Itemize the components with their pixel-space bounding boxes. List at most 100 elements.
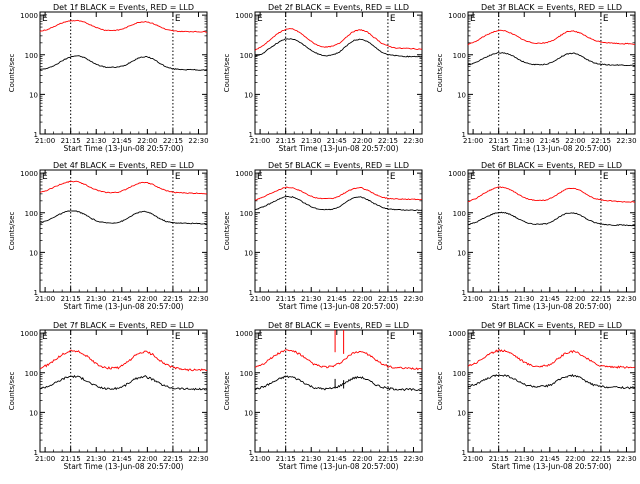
- y-tick-label: 1: [249, 449, 253, 457]
- y-tick-label: 1000: [235, 330, 253, 338]
- event-marker-label: E: [603, 14, 609, 24]
- x-tick-label: 22:00: [565, 295, 585, 303]
- y-tick-label: 1: [249, 131, 253, 139]
- y-axis-label: Counts/sec: [436, 212, 444, 251]
- x-axis-label: Start Time (13-Jun-08 20:57:00): [279, 144, 399, 153]
- lld-series-line: [254, 349, 423, 371]
- x-tick-label: 22:15: [378, 455, 398, 463]
- x-tick-label: 22:00: [352, 137, 372, 145]
- panel-det-8: Det 8f BLACK = Events, RED = LLD 1 10 100 10…: [223, 321, 424, 471]
- lld-series-line: [467, 29, 636, 46]
- x-tick-label: 21:15: [276, 455, 296, 463]
- x-tick-label: 21:45: [327, 295, 347, 303]
- x-tick-label: 22:30: [616, 137, 636, 145]
- x-tick-label: 21:15: [489, 137, 509, 145]
- events-series-line: [254, 38, 423, 58]
- y-axis-label: Counts/sec: [223, 372, 231, 411]
- x-tick-label: 21:30: [514, 455, 534, 463]
- events-series-line: [39, 374, 208, 391]
- x-tick-label: 22:30: [188, 137, 208, 145]
- x-tick-label: 22:15: [163, 295, 183, 303]
- x-tick-label: 21:45: [540, 295, 560, 303]
- panel-det-3: Det 3f BLACK = Events, RED = LLD 1 10 100 10…: [436, 3, 637, 153]
- lld-series-line: [39, 349, 208, 372]
- y-axis-label: Counts/sec: [436, 54, 444, 93]
- event-marker-label: E: [42, 172, 48, 182]
- y-tick-label: 10: [457, 409, 466, 417]
- chart-title: Det 6f BLACK = Events, RED = LLD: [481, 161, 622, 170]
- x-tick-label: 22:15: [591, 455, 611, 463]
- panel-det-7: Det 7f BLACK = Events, RED = LLD 1 10 100 10…: [8, 321, 209, 471]
- event-marker-label: E: [175, 14, 181, 24]
- y-axis-label: Counts/sec: [436, 372, 444, 411]
- plot-frame: [254, 169, 423, 293]
- y-tick-label: 1: [462, 131, 466, 139]
- y-tick-label: 10: [244, 409, 253, 417]
- x-tick-label: 22:00: [565, 137, 585, 145]
- x-axis-label: Start Time (13-Jun-08 20:57:00): [492, 302, 612, 311]
- x-axis-label: Start Time (13-Jun-08 20:57:00): [492, 144, 612, 153]
- x-tick-label: 22:00: [137, 137, 157, 145]
- x-tick-label: 21:30: [301, 455, 321, 463]
- x-tick-label: 22:15: [163, 137, 183, 145]
- y-tick-label: 10: [457, 91, 466, 99]
- event-marker-label: E: [470, 332, 476, 342]
- y-tick-label: 1: [462, 289, 466, 297]
- x-tick-label: 21:00: [463, 455, 483, 463]
- x-tick-label: 21:00: [35, 137, 55, 145]
- y-tick-label: 1: [34, 449, 38, 457]
- y-tick-label: 1000: [448, 330, 466, 338]
- x-tick-label: 21:15: [61, 137, 81, 145]
- lld-series-line: [467, 349, 636, 369]
- x-tick-label: 21:45: [540, 455, 560, 463]
- event-marker-label: E: [42, 332, 48, 342]
- events-series-line: [255, 196, 423, 212]
- x-axis-label: Start Time (13-Jun-08 20:57:00): [64, 462, 184, 471]
- x-tick-label: 22:15: [378, 295, 398, 303]
- chart-title: Det 1f BLACK = Events, RED = LLD: [53, 3, 194, 12]
- plot-frame: [467, 169, 636, 293]
- lld-series-line: [39, 180, 207, 195]
- y-tick-label: 1000: [20, 330, 38, 338]
- event-marker-label: E: [175, 332, 181, 342]
- y-tick-label: 1000: [20, 170, 38, 178]
- x-tick-label: 21:00: [463, 137, 483, 145]
- lld-series-line: [468, 186, 636, 203]
- chart-title: Det 9f BLACK = Events, RED = LLD: [481, 321, 622, 330]
- x-tick-label: 22:30: [403, 455, 423, 463]
- plot-frame: [254, 11, 423, 135]
- event-marker-label: E: [390, 14, 396, 24]
- x-tick-label: 21:30: [514, 137, 534, 145]
- event-marker-label: E: [257, 332, 263, 342]
- x-tick-label: 21:00: [250, 295, 270, 303]
- x-tick-label: 21:15: [61, 295, 81, 303]
- chart-title: Det 5f BLACK = Events, RED = LLD: [268, 161, 409, 170]
- events-series-line: [467, 52, 636, 67]
- x-tick-label: 21:00: [250, 137, 270, 145]
- y-axis-label: Counts/sec: [8, 372, 16, 411]
- y-tick-label: 100: [453, 52, 466, 60]
- y-tick-label: 1000: [20, 12, 38, 20]
- y-tick-label: 10: [29, 91, 38, 99]
- y-tick-label: 10: [244, 249, 253, 257]
- x-tick-label: 22:15: [591, 137, 611, 145]
- event-marker-label: E: [42, 14, 48, 24]
- x-tick-label: 22:00: [352, 455, 372, 463]
- x-tick-label: 22:00: [137, 295, 157, 303]
- event-marker-label: E: [470, 14, 476, 24]
- y-tick-label: 1000: [448, 170, 466, 178]
- events-series-line: [254, 375, 423, 392]
- x-tick-label: 21:15: [489, 295, 509, 303]
- y-tick-label: 100: [453, 370, 466, 378]
- x-tick-label: 22:30: [403, 295, 423, 303]
- x-axis-label: Start Time (13-Jun-08 20:57:00): [64, 302, 184, 311]
- panel-det-9: Det 9f BLACK = Events, RED = LLD 1 10 100 10…: [436, 321, 637, 471]
- x-tick-label: 21:15: [489, 455, 509, 463]
- plot-frame: [254, 329, 423, 453]
- y-tick-label: 1: [34, 289, 38, 297]
- y-tick-label: 100: [25, 52, 38, 60]
- panel-det-2: Det 2f BLACK = Events, RED = LLD 1 10 100 10…: [223, 3, 424, 153]
- x-tick-label: 22:00: [137, 455, 157, 463]
- lld-series-line: [254, 28, 423, 51]
